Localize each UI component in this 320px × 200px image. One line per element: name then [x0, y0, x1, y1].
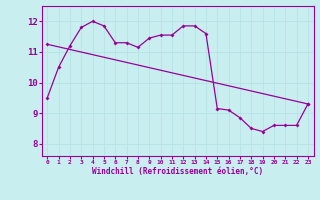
X-axis label: Windchill (Refroidissement éolien,°C): Windchill (Refroidissement éolien,°C) — [92, 167, 263, 176]
